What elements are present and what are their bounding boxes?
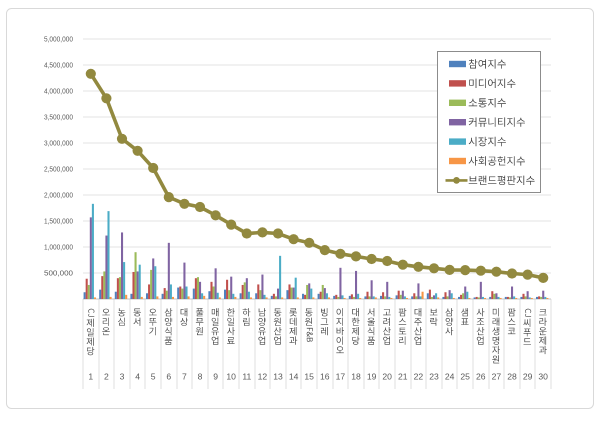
svg-text:15: 15 [304, 372, 314, 382]
svg-text:30: 30 [538, 372, 548, 382]
svg-text:22: 22 [414, 372, 424, 382]
svg-text:24: 24 [445, 372, 455, 382]
svg-text:3,500,000: 3,500,000 [44, 113, 73, 122]
svg-text:4: 4 [135, 372, 140, 382]
svg-text:2,500,000: 2,500,000 [44, 165, 73, 174]
svg-text:5,000,000: 5,000,000 [44, 35, 73, 44]
svg-text:21: 21 [398, 372, 408, 382]
svg-text:7: 7 [182, 372, 187, 382]
svg-text:500,000: 500,000 [44, 269, 73, 278]
svg-text:27: 27 [492, 372, 502, 382]
svg-text:6: 6 [166, 372, 171, 382]
svg-text:9: 9 [213, 372, 218, 382]
svg-text:17: 17 [336, 372, 346, 382]
svg-text:16: 16 [320, 372, 330, 382]
svg-text:25: 25 [460, 372, 470, 382]
svg-text:20: 20 [382, 372, 392, 382]
svg-text:2,000,000: 2,000,000 [44, 191, 73, 200]
svg-text:10: 10 [226, 372, 236, 382]
svg-text:3,000,000: 3,000,000 [44, 139, 73, 148]
svg-text:11: 11 [242, 372, 251, 382]
svg-text:1,000,000: 1,000,000 [44, 243, 73, 252]
svg-text:26: 26 [476, 372, 486, 382]
svg-text:1: 1 [88, 372, 93, 382]
svg-text:19: 19 [367, 372, 377, 382]
svg-text:3: 3 [120, 372, 125, 382]
svg-text:12: 12 [258, 372, 268, 382]
svg-text:5: 5 [151, 372, 156, 382]
svg-text:28: 28 [507, 372, 517, 382]
svg-text:18: 18 [351, 372, 361, 382]
svg-text:4,500,000: 4,500,000 [44, 61, 73, 70]
svg-text:4,000,000: 4,000,000 [44, 87, 73, 96]
svg-text:2: 2 [104, 372, 109, 382]
svg-text:1,500,000: 1,500,000 [44, 217, 73, 226]
svg-text:8: 8 [198, 372, 203, 382]
svg-text:14: 14 [289, 372, 299, 382]
svg-text:23: 23 [429, 372, 439, 382]
svg-text:13: 13 [273, 372, 283, 382]
svg-text:29: 29 [523, 372, 533, 382]
